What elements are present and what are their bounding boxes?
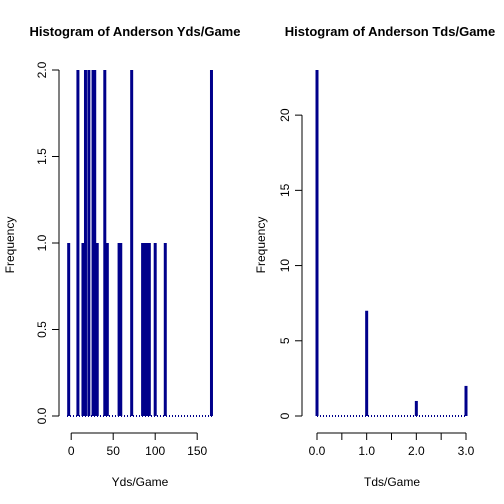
y-axis-label: Frequency: [254, 217, 268, 274]
chart-title: Histogram of Anderson Tds/Game: [285, 24, 495, 39]
y-tick-label: 1.0: [35, 234, 49, 251]
chart-title: Histogram of Anderson Yds/Game: [30, 24, 241, 39]
y-tick-label: 10: [278, 259, 292, 273]
tds-histogram-panel: Histogram of Anderson Tds/Game Tds/Game …: [254, 24, 495, 489]
y-tick-label: 0.0: [35, 407, 49, 424]
y-tick-label: 15: [278, 183, 292, 197]
x-tick-label: 50: [107, 444, 121, 458]
x-axis-label: Tds/Game: [364, 475, 420, 489]
x-tick-label: 2.0: [408, 444, 425, 458]
x-tick-label: 150: [187, 444, 207, 458]
x-tick-label: 3.0: [458, 444, 475, 458]
axes-group: 0.0 1.0 2.0 3.0 0 5 10 15 20: [278, 108, 475, 458]
y-axis-label: Frequency: [3, 217, 17, 274]
axes-group: 0 50 100 150 0.0 0.5 1.0 1.5 2.0: [35, 61, 208, 458]
y-tick-label: 1.5: [35, 148, 49, 165]
y-tick-label: 0: [278, 412, 292, 419]
y-tick-label: 20: [278, 108, 292, 122]
y-tick-label: 0.5: [35, 321, 49, 338]
yds-histogram-panel: Histogram of Anderson Yds/Game Yds/Game …: [3, 24, 240, 489]
y-tick-label: 5: [278, 337, 292, 344]
bars-group: [67, 70, 214, 417]
x-tick-label: 1.0: [358, 444, 375, 458]
bars-group: [315, 70, 468, 417]
x-axis-label: Yds/Game: [112, 475, 169, 489]
x-tick-label: 100: [145, 444, 165, 458]
x-tick-label: 0: [68, 444, 75, 458]
x-tick-label: 0.0: [309, 444, 326, 458]
y-tick-label: 2.0: [35, 61, 49, 78]
